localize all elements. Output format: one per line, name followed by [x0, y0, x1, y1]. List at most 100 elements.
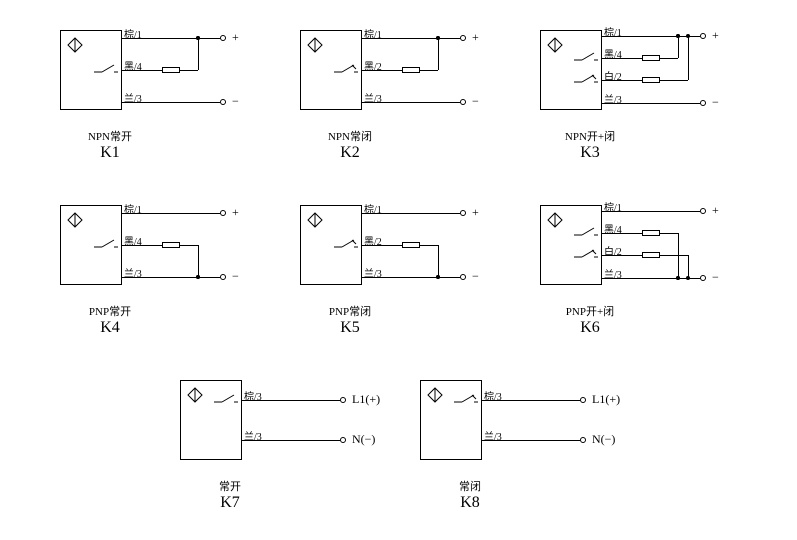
- diagram-title: PNP常开: [30, 303, 190, 319]
- wire: [362, 277, 460, 278]
- terminal-icon: [580, 397, 586, 403]
- resistor-icon: [402, 242, 420, 248]
- diagram-k-label: K5: [270, 319, 430, 337]
- resistor-icon: [642, 252, 660, 258]
- terminal-label: +: [472, 30, 479, 45]
- wire: [122, 245, 198, 246]
- wire: [688, 36, 689, 80]
- resistor-icon: [642, 230, 660, 236]
- wire: [122, 38, 220, 39]
- terminal-label: −: [472, 94, 479, 109]
- terminal-label: −: [232, 269, 239, 284]
- terminal-icon: [580, 437, 586, 443]
- diamond-icon: [548, 213, 558, 223]
- terminal-icon: [460, 210, 466, 216]
- terminal-label: +: [712, 203, 719, 218]
- wire: [602, 103, 700, 104]
- diamond-icon: [188, 388, 198, 398]
- diagram-k-label: K8: [390, 494, 550, 512]
- terminal-label: −: [232, 94, 239, 109]
- terminal-icon: [700, 275, 706, 281]
- terminal-icon: [340, 437, 346, 443]
- wire: [362, 213, 460, 214]
- terminal-icon: [460, 274, 466, 280]
- resistor-icon: [162, 67, 180, 73]
- junction-dot: [676, 34, 680, 38]
- terminal-icon: [460, 99, 466, 105]
- terminal-label: L1(+): [592, 392, 620, 407]
- wire: [602, 211, 700, 212]
- diagram-K1: 棕/1+黑/4兰/3−NPN常开K1: [60, 30, 260, 190]
- wire: [122, 102, 220, 103]
- terminal-icon: [460, 35, 466, 41]
- terminal-label: −: [472, 269, 479, 284]
- diagram-K6: 棕/1+黑/4白/2兰/3−PNP开+闭K6: [540, 205, 740, 365]
- wire: [482, 400, 580, 401]
- wire: [602, 278, 700, 279]
- wire: [198, 38, 199, 70]
- terminal-label: +: [232, 30, 239, 45]
- terminal-label: N(−): [592, 432, 615, 447]
- wire: [122, 213, 220, 214]
- diagram-title: PNP开+闭: [510, 303, 670, 319]
- diagram-title: NPN开+闭: [510, 128, 670, 144]
- junction-dot: [196, 36, 200, 40]
- terminal-label: N(−): [352, 432, 375, 447]
- terminal-icon: [220, 99, 226, 105]
- diagram-k-label: K2: [270, 144, 430, 162]
- terminal-icon: [700, 33, 706, 39]
- terminal-label: L1(+): [352, 392, 380, 407]
- diagram-K4: 棕/1+黑/4兰/3−PNP常开K4: [60, 205, 260, 365]
- junction-dot: [436, 36, 440, 40]
- wire: [122, 277, 220, 278]
- wire: [438, 245, 439, 277]
- junction-dot: [196, 275, 200, 279]
- diagram-title: PNP常闭: [270, 303, 430, 319]
- diamond-icon: [308, 38, 318, 48]
- diagram-K2: 棕/1+黑/2兰/3−NPN常闭K2: [300, 30, 500, 190]
- diamond-icon: [428, 388, 438, 398]
- diagram-K5: 棕/1+黑/2兰/3−PNP常闭K5: [300, 205, 500, 365]
- diamond-icon: [548, 38, 558, 48]
- terminal-icon: [340, 397, 346, 403]
- junction-dot: [686, 34, 690, 38]
- wire: [678, 36, 679, 58]
- diagram-k-label: K3: [510, 144, 670, 162]
- junction-dot: [436, 275, 440, 279]
- diagram-k-label: K6: [510, 319, 670, 337]
- wire: [438, 38, 439, 70]
- terminal-icon: [220, 274, 226, 280]
- wire: [362, 102, 460, 103]
- wire: [198, 245, 199, 277]
- wire: [602, 58, 678, 59]
- terminal-icon: [700, 100, 706, 106]
- wire: [242, 440, 340, 441]
- wire: [602, 233, 678, 234]
- diagram-k-label: K7: [150, 494, 310, 512]
- wire: [362, 38, 460, 39]
- wire: [242, 400, 340, 401]
- diagram-grid: 棕/1+黑/4兰/3−NPN常开K1棕/1+黑/2兰/3−NPN常闭K2棕/1+…: [0, 0, 797, 540]
- wire: [122, 70, 198, 71]
- wire: [688, 255, 689, 278]
- diagram-title: 常闭: [390, 478, 550, 494]
- terminal-label: +: [712, 28, 719, 43]
- diagram-title: 常开: [150, 478, 310, 494]
- resistor-icon: [402, 67, 420, 73]
- terminal-label: +: [472, 205, 479, 220]
- diagram-k-label: K4: [30, 319, 190, 337]
- resistor-icon: [642, 77, 660, 83]
- diagram-title: NPN常闭: [270, 128, 430, 144]
- terminal-label: +: [232, 205, 239, 220]
- resistor-icon: [642, 55, 660, 61]
- diagram-k-label: K1: [30, 144, 190, 162]
- diagram-title: NPN常开: [30, 128, 190, 144]
- wire: [362, 245, 438, 246]
- junction-dot: [676, 276, 680, 280]
- terminal-icon: [220, 210, 226, 216]
- resistor-icon: [162, 242, 180, 248]
- terminal-icon: [220, 35, 226, 41]
- diagram-K3: 棕/1+黑/4白/2兰/3−NPN开+闭K3: [540, 30, 740, 190]
- diamond-icon: [68, 38, 78, 48]
- terminal-icon: [700, 208, 706, 214]
